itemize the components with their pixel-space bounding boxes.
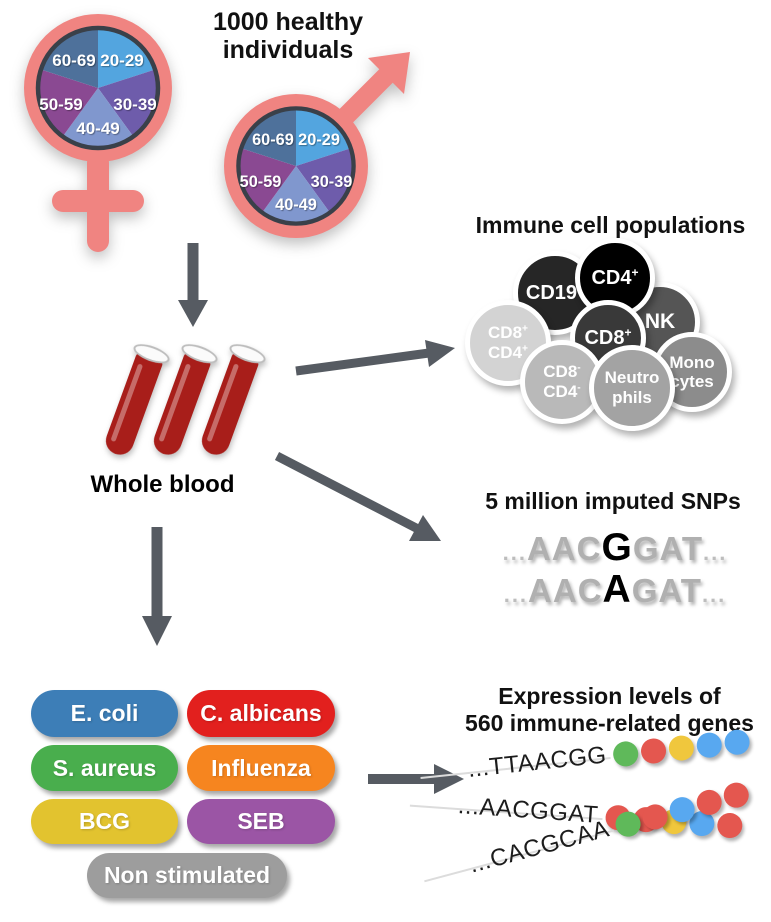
pie-label-20-29: 20-29 xyxy=(298,131,340,149)
arrow-blood-to-cells xyxy=(295,340,455,376)
cell-neutrophils: Neutro phils xyxy=(589,345,675,431)
arrow-head xyxy=(142,616,172,646)
male-symbol: 20-29 30-39 40-49 50-59 60-69 xyxy=(224,52,410,238)
arrow-head xyxy=(434,764,464,794)
stimulus-pill-calbicans: C. albicans xyxy=(187,690,335,737)
male-age-pie: 20-29 30-39 40-49 50-59 60-69 xyxy=(236,106,356,226)
pie-label-60-69: 60-69 xyxy=(52,51,95,70)
pie-slice-60-69 xyxy=(241,108,296,166)
snp-sequences: ...AACGGAT... ...AACAGAT... xyxy=(458,526,771,613)
stimulus-pill-saureus: S. aureus xyxy=(31,745,178,791)
snp-ellipsis: ... xyxy=(503,582,529,607)
expression-dot xyxy=(716,811,743,839)
arrow-head xyxy=(425,340,455,367)
pie-label-20-29: 20-29 xyxy=(100,51,143,70)
expression-dot xyxy=(612,808,643,840)
expression-dot xyxy=(666,793,698,825)
snp-variant-allele: A xyxy=(602,568,632,611)
expression-dot xyxy=(639,801,670,832)
stimulus-pill-bcg: BCG xyxy=(31,799,178,844)
tube-shine xyxy=(158,363,192,443)
pie-slice-20-29 xyxy=(98,28,156,88)
stimulus-pill-influenza: Influenza xyxy=(187,745,335,791)
snp-sequence-alt: ...AACAGAT... xyxy=(458,568,771,613)
pie-slice-60-69 xyxy=(40,28,98,88)
expression-dot xyxy=(639,736,668,765)
cohort-title: 1000 healthy individuals xyxy=(168,8,408,64)
pie-border xyxy=(35,25,161,151)
expression-sequence-text: ...TTAACGG xyxy=(466,741,608,783)
pie-slice-50-59 xyxy=(38,69,98,137)
snp-variant-allele: G xyxy=(601,526,633,569)
expression-dot xyxy=(612,739,640,768)
pie-slice-20-29 xyxy=(296,108,351,166)
snp-seq-left: AAC xyxy=(528,572,603,609)
pie-border xyxy=(236,106,356,226)
tube-shine xyxy=(206,363,240,443)
pie-label-30-39: 30-39 xyxy=(311,173,353,191)
female-symbol-crossbar xyxy=(52,190,144,212)
arrow-blood-to-stimulations xyxy=(142,527,172,646)
pie-slice-30-39 xyxy=(296,148,354,213)
arrow-blood-to-snps xyxy=(274,452,441,541)
cohort-title-line1: 1000 healthy xyxy=(212,8,364,36)
stimulus-pill-ecoli: E. coli xyxy=(31,690,178,737)
immune-cells-title: Immune cell populations xyxy=(475,212,746,238)
tube-shine xyxy=(110,363,144,443)
stimulus-pill-nonstimulated: Non stimulated xyxy=(87,853,287,898)
pie-label-50-59: 50-59 xyxy=(39,95,82,114)
arrow-stimulations-to-expression xyxy=(368,764,464,794)
expression-dot xyxy=(667,733,696,762)
cohort-title-line2: individuals xyxy=(222,36,354,64)
snps-title: 5 million imputed SNPs xyxy=(485,488,741,514)
pie-label-60-69: 60-69 xyxy=(252,131,294,149)
male-symbol-arrow-shaft xyxy=(335,67,395,127)
snp-seq-right: GAT xyxy=(632,530,704,567)
expression-dot xyxy=(723,727,751,756)
expression-title-line1: Expression levels of xyxy=(498,683,721,709)
expression-title-line2: 560 immune-related genes xyxy=(465,710,754,736)
pie-slice-40-49 xyxy=(62,88,134,149)
expression-dot xyxy=(693,786,725,818)
arrow-shaft xyxy=(274,452,421,533)
arrow-shaft xyxy=(295,348,430,376)
pie-slice-50-59 xyxy=(238,148,296,213)
pie-label-30-39: 30-39 xyxy=(113,95,156,114)
pie-label-40-49: 40-49 xyxy=(76,119,119,138)
snp-sequence-ref: ...AACGGAT... xyxy=(458,526,771,571)
pie-label-40-49: 40-49 xyxy=(275,196,317,214)
pie-label-50-59: 50-59 xyxy=(240,173,282,191)
snp-ellipsis: ... xyxy=(502,540,527,565)
female-age-pie: 20-29 30-39 40-49 50-59 60-69 xyxy=(35,25,161,151)
snp-seq-left: AAC xyxy=(526,530,602,567)
expression-dot xyxy=(695,730,724,759)
stimulus-pill-seb: SEB xyxy=(187,799,335,844)
whole-blood-label: Whole blood xyxy=(90,471,235,498)
expression-dot xyxy=(720,779,752,811)
pie-slice-30-39 xyxy=(98,69,158,137)
snp-ellipsis: ... xyxy=(703,540,728,565)
arrow-head xyxy=(178,300,208,327)
snp-ellipsis: ... xyxy=(701,582,727,607)
female-symbol: 20-29 30-39 40-49 50-59 60-69 xyxy=(24,14,172,252)
expression-title: Expression levels of 560 immune-related … xyxy=(448,683,771,737)
snp-seq-right: GAT xyxy=(631,572,702,609)
arrow-head xyxy=(409,515,441,541)
pie-slice-40-49 xyxy=(262,166,330,224)
male-symbol-arrow-head xyxy=(368,52,410,94)
